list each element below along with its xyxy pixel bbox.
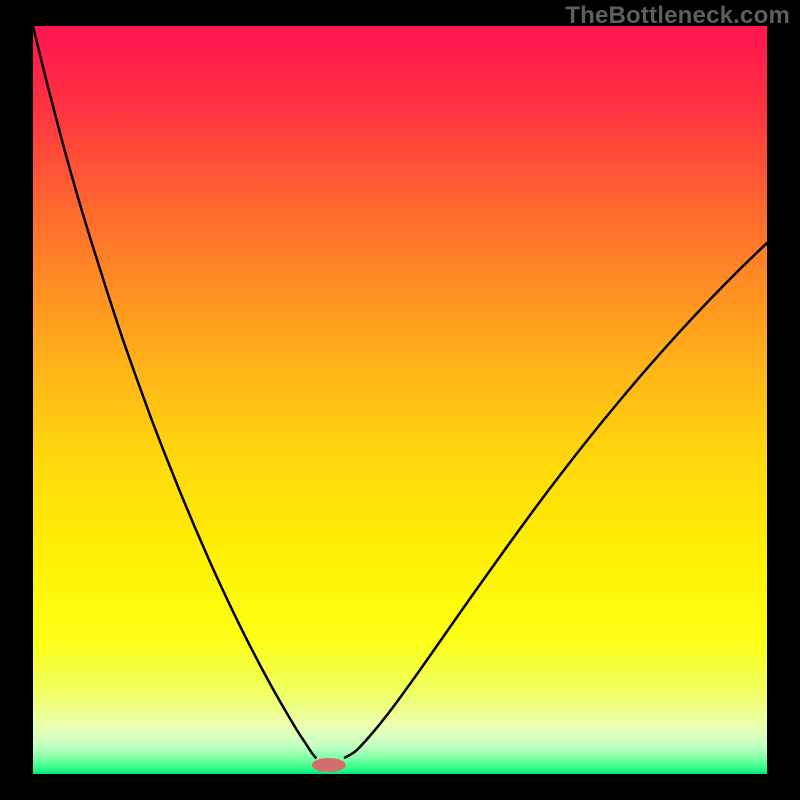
- bottleneck-marker: [312, 758, 346, 772]
- bottleneck-chart: [0, 0, 800, 800]
- gradient-background: [33, 26, 767, 774]
- watermark-text: TheBottleneck.com: [565, 2, 790, 30]
